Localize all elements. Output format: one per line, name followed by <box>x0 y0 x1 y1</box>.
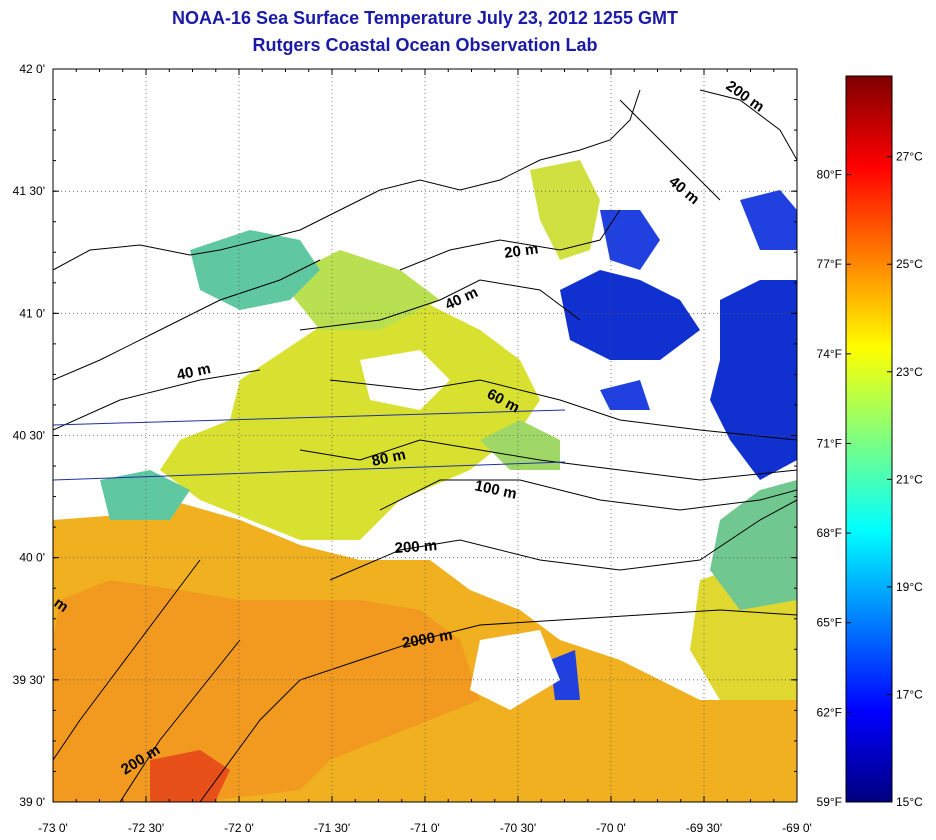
track-line-south <box>52 461 566 481</box>
lon-tick-label: -69 0' <box>782 821 812 835</box>
chart-subtitle: Rutgers Coastal Ocean Observation Lab <box>252 35 598 55</box>
contour-2000m <box>199 609 797 802</box>
lat-tick-label: 41 0' <box>19 306 45 320</box>
contour-20m <box>399 209 621 271</box>
coastline <box>53 89 641 271</box>
sst-cool-region-3 <box>480 420 560 470</box>
chart-title: NOAA-16 Sea Surface Temperature July 23,… <box>172 8 678 28</box>
sst-east-yellow <box>530 160 600 260</box>
bathymetry-contours <box>53 89 797 802</box>
contour-200m-b <box>53 559 201 761</box>
lon-tick-label: -72 0' <box>224 821 254 835</box>
lat-tick-label: 42 0' <box>19 62 45 76</box>
contour-label: 40 m <box>175 360 212 384</box>
coastline-long-island <box>53 259 321 381</box>
lon-tick-label: -72 30' <box>128 821 164 835</box>
celsius-label: 17°C <box>896 687 923 701</box>
contour-60m <box>329 379 797 441</box>
colorbar <box>845 75 893 803</box>
sst-cold-spot <box>550 650 580 700</box>
contour-100m <box>379 479 797 511</box>
track-lines <box>52 409 566 481</box>
contour-40m-b <box>53 369 261 431</box>
cloud-gap-3 <box>560 510 700 600</box>
cloud-gap <box>360 350 450 410</box>
sst-cool-region-2 <box>710 480 797 610</box>
lon-tick-label: -73 0' <box>38 821 68 835</box>
lon-tick-label: -70 0' <box>596 821 626 835</box>
fahrenheit-label: 80°F <box>817 168 842 182</box>
lat-tick-label: 40 0' <box>19 551 45 565</box>
lon-tick-label: -71 0' <box>410 821 440 835</box>
lat-tick-label: 39 30' <box>13 673 45 687</box>
celsius-label: 21°C <box>896 472 923 486</box>
contour-label: 200 m <box>394 537 438 557</box>
sst-cool-region <box>190 230 320 310</box>
celsius-label: 15°C <box>896 795 923 809</box>
contour-80m <box>299 439 797 481</box>
axis-tick-labels: -73 0' -72 30' -72 0' -71 30' -71 0' -70 30' -… <box>13 62 812 835</box>
sst-orange-region <box>53 580 480 802</box>
contour-200m-a <box>329 499 797 581</box>
fahrenheit-label: 71°F <box>817 436 842 450</box>
lat-tick-label: 39 0' <box>19 795 45 809</box>
celsius-label: 25°C <box>896 257 923 271</box>
contour-40m-c <box>619 99 721 201</box>
fahrenheit-label: 74°F <box>817 347 842 361</box>
contour-label: 80 m <box>370 446 407 470</box>
contour-label: 20 m <box>503 240 539 262</box>
colorbar-labels: 27°C 25°C 23°C 21°C 19°C 17°C 15°C 80°F 77°F 74°F… <box>817 150 924 809</box>
sst-cold-region-3 <box>740 190 797 250</box>
contour-deep <box>119 639 241 802</box>
contour-40m-a <box>299 279 581 331</box>
sst-cold-region-5 <box>600 380 650 410</box>
fahrenheit-label: 68°F <box>817 526 842 540</box>
contour-200m-c <box>699 89 797 161</box>
fahrenheit-label: 77°F <box>817 257 842 271</box>
sst-field <box>53 160 797 802</box>
grid-lines <box>53 69 797 802</box>
fahrenheit-label: 65°F <box>817 616 842 630</box>
lat-tick-label: 41 30' <box>13 184 45 198</box>
lon-tick-label: -69 30' <box>686 821 722 835</box>
lat-tick-label: 40 30' <box>13 429 45 443</box>
fahrenheit-label: 62°F <box>817 705 842 719</box>
sst-cold-region-2 <box>710 280 797 480</box>
lon-tick-label: -70 30' <box>500 821 536 835</box>
axis-ticks <box>52 68 798 803</box>
sst-cold-region-4 <box>600 210 660 270</box>
cloud-gap-2 <box>470 630 560 710</box>
fahrenheit-label: 59°F <box>817 795 842 809</box>
colorbar-ticks <box>846 156 892 803</box>
celsius-label: 23°C <box>896 365 923 379</box>
sst-cold-region <box>560 270 700 360</box>
sst-cool-region-4 <box>100 470 190 520</box>
celsius-label: 27°C <box>896 150 923 164</box>
lon-tick-label: -71 30' <box>314 821 350 835</box>
track-line-north <box>52 409 566 426</box>
celsius-label: 19°C <box>896 580 923 594</box>
